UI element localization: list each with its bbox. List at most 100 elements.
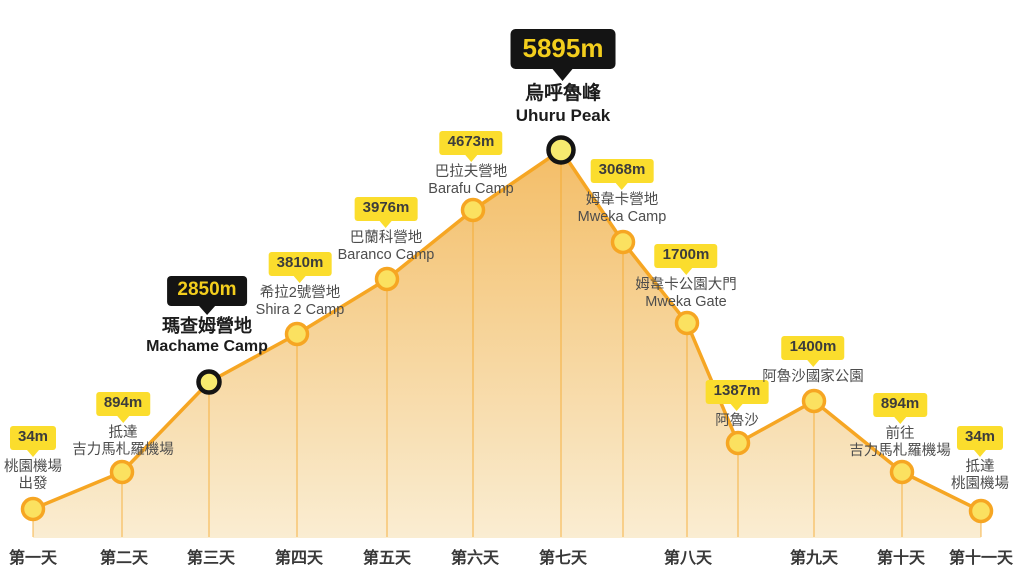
data-point: [460, 197, 486, 223]
elevation-badge: 34m: [9, 426, 57, 456]
elevation-value: 3068m: [598, 161, 646, 178]
place-name-zh: 阿魯沙: [715, 412, 759, 429]
marker-day8-mweka-gate: 1700m 姆韋卡公園大門 Mweka Gate: [635, 244, 737, 312]
summit-point: [546, 135, 576, 165]
x-axis-label-day3: 第三天: [186, 550, 236, 567]
elevation-value: 894m: [103, 394, 143, 411]
elevation-value: 2850m: [177, 279, 237, 300]
x-axis-label-day7: 第七天: [538, 550, 588, 567]
x-axis-label-day8: 第八天: [663, 550, 713, 567]
marker-day6-barafu-camp: 4673m 巴拉夫營地 Barafu Camp: [428, 131, 514, 200]
place-name-en: Mweka Gate: [645, 294, 727, 311]
data-point: [801, 388, 827, 414]
place-name-sub: 出發: [18, 476, 48, 493]
x-axis-label-day11: 第十一天: [948, 550, 1014, 567]
place-name-zh: 姆韋卡營地: [585, 191, 659, 208]
elevation-value: 1387m: [713, 382, 761, 399]
data-point: [968, 498, 994, 524]
place-name-en: Machame Camp: [146, 338, 268, 356]
x-axis-label-day1: 第一天: [8, 550, 58, 567]
place-name-en: Uhuru Peak: [515, 106, 611, 126]
marker-day4-shira2-camp: 3810m 希拉2號營地 Shira 2 Camp: [256, 252, 345, 321]
place-name-zh: 抵達: [108, 424, 138, 441]
elevation-badge: 894m: [95, 392, 151, 422]
place-name-zh: 桃園機場: [4, 458, 62, 475]
place-name-zh: 瑪查姆營地: [161, 315, 252, 336]
place-label: 桃園機場 出發: [4, 459, 62, 495]
marker-day11-arrive-taoyuan: 34m 抵達 桃園機場: [951, 426, 1009, 494]
elevation-value: 894m: [880, 395, 920, 412]
marker-day9-arusha-national-park: 1400m 阿魯沙國家公園: [762, 336, 864, 386]
elevation-value: 34m: [17, 428, 49, 445]
elevation-badge: 34m: [956, 426, 1004, 456]
data-point: [196, 369, 222, 395]
place-name-sub: 吉力馬札羅機場: [72, 442, 174, 459]
marker-day1-taoyuan-depart: 34m 桃園機場 出發: [4, 426, 62, 494]
place-name-sub: 吉力馬札羅機場: [849, 443, 951, 460]
elevation-value: 4673m: [447, 133, 495, 150]
elevation-badge: 3068m: [590, 159, 654, 189]
elevation-badge-highlight: 2850m: [167, 276, 247, 315]
place-label: 巴蘭科營地 Baranco Camp: [338, 230, 435, 266]
marker-day3-machame-camp: 2850m 瑪查姆營地 Machame Camp: [146, 276, 268, 357]
x-axis-label-day10: 第十天: [876, 550, 926, 567]
data-point: [20, 496, 46, 522]
marker-arusha: 1387m 阿魯沙: [705, 380, 769, 431]
place-name-zh: 希拉2號營地: [259, 284, 341, 301]
x-axis-label-day6: 第六天: [450, 550, 500, 567]
elevation-value: 5895m: [522, 33, 604, 63]
place-name-en: Shira 2 Camp: [255, 302, 345, 319]
elevation-value: 34m: [964, 428, 996, 445]
marker-day2-kilimanjaro-airport: 894m 抵達 吉力馬札羅機場: [72, 392, 174, 460]
place-label: 抵達 吉力馬札羅機場: [72, 425, 174, 461]
x-axis-label-day2: 第二天: [99, 550, 149, 567]
place-name-en: Barafu Camp: [428, 181, 514, 198]
data-point: [374, 266, 400, 292]
elevation-value: 3810m: [276, 254, 324, 271]
marker-day5-baranco-camp: 3976m 巴蘭科營地 Baranco Camp: [338, 197, 435, 266]
place-name-zh: 烏呼魯峰: [524, 82, 601, 104]
place-label: 阿魯沙: [706, 413, 769, 431]
elevation-value: 1400m: [789, 338, 837, 355]
place-name-zh: 姆韋卡公園大門: [635, 276, 737, 293]
data-point: [725, 430, 751, 456]
elevation-badge: 1700m: [654, 244, 718, 274]
data-point: [610, 229, 636, 255]
place-label: 阿魯沙國家公園: [762, 369, 864, 387]
x-axis-label-day5: 第五天: [362, 550, 412, 567]
place-name-sub: 桃園機場: [951, 476, 1009, 493]
place-label: 巴拉夫營地 Barafu Camp: [428, 164, 513, 200]
place-name-en: Mweka Camp: [577, 209, 667, 226]
marker-day10-to-kilimanjaro-airport: 894m 前往 吉力馬札羅機場: [849, 393, 951, 461]
data-point: [674, 310, 700, 336]
x-axis-label-day9: 第九天: [789, 550, 839, 567]
data-point: [284, 321, 310, 347]
marker-mweka-camp: 3068m 姆韋卡營地 Mweka Camp: [578, 159, 667, 228]
place-label: 抵達 桃園機場: [951, 459, 1009, 495]
place-label: 希拉2號營地 Shira 2 Camp: [256, 285, 345, 321]
data-point: [889, 459, 915, 485]
marker-day7-uhuru-peak: 5895m 烏呼魯峰 Uhuru Peak: [510, 29, 616, 127]
elevation-value: 1700m: [662, 246, 710, 263]
summit-elevation-badge: 5895m: [510, 29, 616, 81]
data-point: [109, 459, 135, 485]
place-label: 前往 吉力馬札羅機場: [849, 426, 951, 462]
place-label: 姆韋卡公園大門 Mweka Gate: [635, 277, 737, 313]
place-name-zh: 阿魯沙國家公園: [762, 368, 864, 385]
place-label: 姆韋卡營地 Mweka Camp: [578, 192, 667, 228]
x-axis-label-day4: 第四天: [274, 550, 324, 567]
place-label: 烏呼魯峰 Uhuru Peak: [511, 82, 616, 127]
place-label: 瑪查姆營地 Machame Camp: [146, 315, 268, 357]
place-name-zh: 巴蘭科營地: [349, 229, 423, 246]
place-name-zh: 前往: [885, 425, 915, 442]
elevation-badge: 1387m: [705, 380, 769, 410]
elevation-badge: 3976m: [354, 197, 418, 227]
place-name-zh: 抵達: [965, 458, 995, 475]
elevation-badge: 1400m: [781, 336, 845, 366]
place-name-en: Baranco Camp: [337, 247, 435, 264]
place-name-zh: 巴拉夫營地: [434, 163, 508, 180]
elevation-value: 3976m: [362, 199, 410, 216]
elevation-badge: 4673m: [439, 131, 503, 161]
